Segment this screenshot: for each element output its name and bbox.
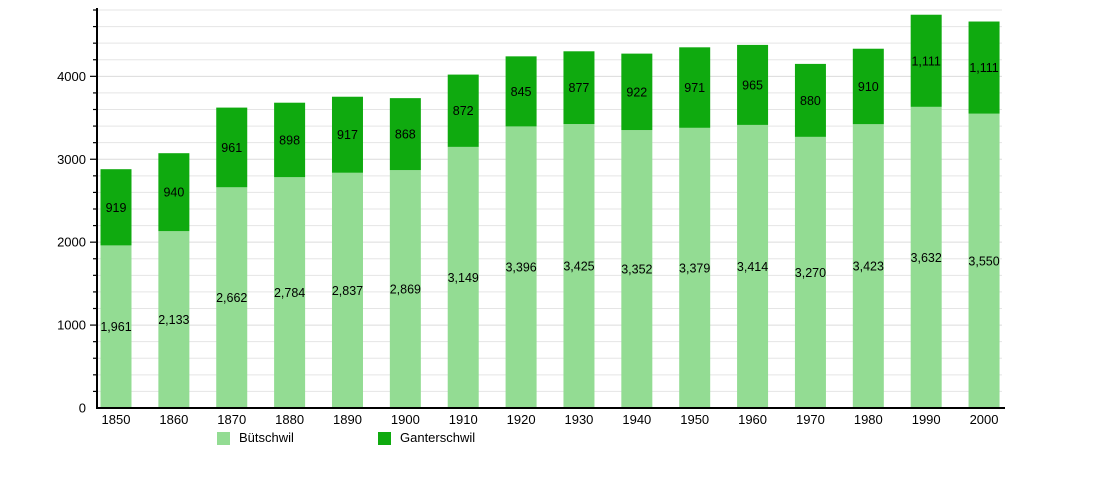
x-tick-label: 2000: [970, 412, 999, 427]
value-label-butschwil: 3,632: [911, 251, 942, 265]
bar-segment-butschwil: [100, 245, 132, 408]
bar-segment-butschwil: [679, 127, 711, 408]
bar-segment-ganterschwil: [563, 51, 595, 125]
bar-segment-butschwil: [331, 172, 363, 408]
bar-segment-ganterschwil: [274, 102, 306, 178]
value-label-butschwil: 2,784: [274, 286, 305, 300]
bar-segment-butschwil: [389, 170, 421, 408]
x-tick-label: 1950: [680, 412, 709, 427]
y-tick-label: 1000: [57, 318, 86, 333]
value-label-butschwil: 3,352: [621, 263, 652, 277]
value-label-butschwil: 2,869: [390, 283, 421, 297]
x-tick-label: 1910: [449, 412, 478, 427]
value-label-ganterschwil: 872: [453, 104, 474, 118]
value-label-butschwil: 3,550: [968, 254, 999, 268]
y-tick-label: 3000: [57, 152, 86, 167]
bar-segment-butschwil: [563, 124, 595, 409]
value-label-ganterschwil: 940: [163, 186, 184, 200]
bar-segment-ganterschwil: [158, 153, 190, 232]
bar-segment-butschwil: [274, 177, 306, 408]
value-label-ganterschwil: 1,111: [911, 54, 940, 68]
bar-segment-ganterschwil: [447, 74, 479, 147]
bar-segment-ganterschwil: [910, 14, 942, 107]
bar-segment-butschwil: [794, 136, 826, 409]
bar-segment-butschwil: [216, 187, 248, 408]
x-tick-label: 1860: [159, 412, 188, 427]
legend-swatch-butschwil: [217, 431, 230, 445]
bar-segment-ganterschwil: [216, 107, 248, 188]
x-tick-label: 1870: [217, 412, 246, 427]
y-tick-label: 2000: [57, 235, 86, 250]
bar-segment-ganterschwil: [331, 96, 363, 173]
value-label-butschwil: 1,961: [100, 320, 131, 334]
bar-segment-ganterschwil: [794, 63, 826, 137]
bar-segment-butschwil: [968, 113, 1000, 408]
x-tick-label: 1850: [102, 412, 131, 427]
value-label-butschwil: 3,379: [679, 261, 710, 275]
bar-segment-butschwil: [447, 146, 479, 408]
bar-segment-ganterschwil: [505, 56, 537, 127]
x-tick-label: 1930: [564, 412, 593, 427]
legend-item-butschwil: Bütschwil: [217, 431, 294, 445]
x-tick-label: 1970: [796, 412, 825, 427]
x-tick-label: 1960: [738, 412, 767, 427]
value-label-butschwil: 2,133: [158, 313, 189, 327]
y-tick-label: 0: [79, 401, 86, 416]
bar-segment-ganterschwil: [389, 98, 421, 171]
value-label-ganterschwil: 961: [221, 141, 242, 155]
bar-segment-butschwil: [910, 106, 942, 408]
bar-segment-butschwil: [737, 124, 769, 409]
bar-segment-butschwil: [621, 130, 653, 408]
bar-segment-ganterschwil: [679, 47, 711, 128]
value-label-butschwil: 3,423: [853, 260, 884, 274]
value-label-butschwil: 2,837: [332, 284, 363, 298]
legend-label-ganterschwil: Ganterschwil: [400, 430, 476, 445]
value-label-ganterschwil: 917: [337, 128, 358, 142]
x-tick-label: 1900: [391, 412, 420, 427]
y-tick-label: 4000: [57, 69, 86, 84]
value-label-ganterschwil: 919: [106, 201, 127, 215]
value-label-ganterschwil: 910: [858, 80, 879, 94]
x-tick-label: 1920: [507, 412, 536, 427]
legend-swatch-ganterschwil: [378, 431, 391, 445]
bar-segment-butschwil: [158, 231, 190, 408]
x-tick-label: 1980: [854, 412, 883, 427]
bar-segment-butschwil: [852, 124, 884, 409]
legend-item-ganterschwil: Ganterschwil: [378, 431, 475, 445]
value-label-ganterschwil: 1,111: [969, 61, 998, 75]
bar-segment-ganterschwil: [621, 53, 653, 131]
value-label-butschwil: 3,425: [563, 260, 594, 274]
value-label-ganterschwil: 898: [279, 133, 300, 147]
bar-segment-ganterschwil: [968, 21, 1000, 114]
bar-segment-ganterschwil: [737, 44, 769, 125]
value-label-ganterschwil: 877: [569, 81, 590, 95]
bar-segment-ganterschwil: [100, 169, 132, 246]
value-label-ganterschwil: 965: [742, 78, 763, 92]
value-label-ganterschwil: 868: [395, 128, 416, 142]
value-label-butschwil: 3,396: [505, 261, 536, 275]
x-tick-label: 1880: [275, 412, 304, 427]
value-label-butschwil: 2,662: [216, 291, 247, 305]
value-label-ganterschwil: 845: [511, 85, 532, 99]
value-label-ganterschwil: 880: [800, 94, 821, 108]
chart-legend: Bütschwil Ganterschwil: [0, 431, 1100, 447]
value-label-ganterschwil: 971: [684, 81, 705, 95]
bar-segment-ganterschwil: [852, 48, 884, 125]
x-tick-label: 1990: [912, 412, 941, 427]
x-tick-label: 1890: [333, 412, 362, 427]
value-label-ganterschwil: 922: [626, 85, 647, 99]
value-label-butschwil: 3,270: [795, 266, 826, 280]
value-label-butschwil: 3,149: [448, 271, 479, 285]
x-tick-label: 1940: [622, 412, 651, 427]
value-label-butschwil: 3,414: [737, 260, 768, 274]
bar-segment-butschwil: [505, 126, 537, 408]
legend-label-butschwil: Bütschwil: [239, 430, 294, 445]
